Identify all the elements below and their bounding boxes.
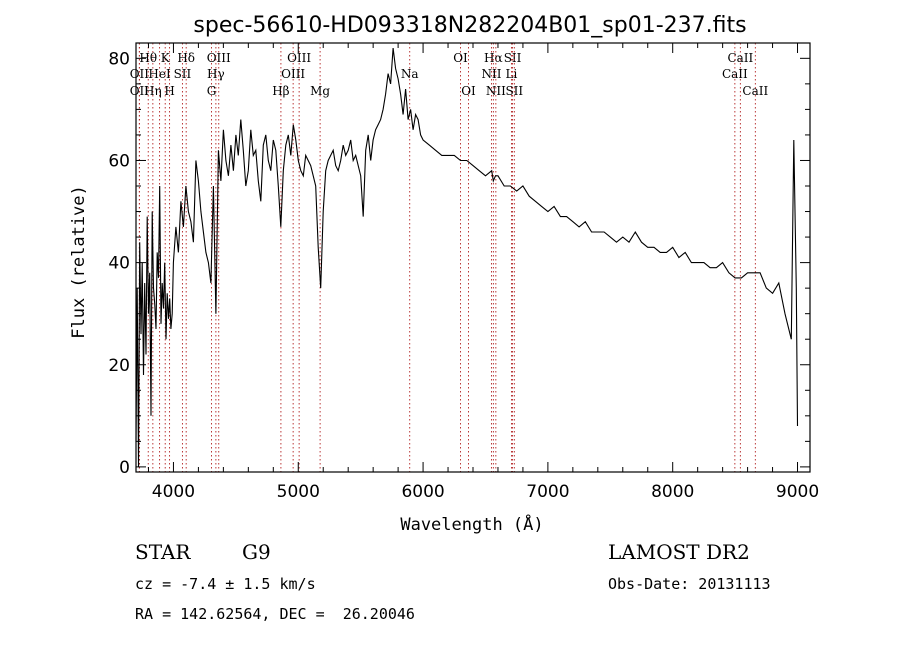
line-marker-label-13: OIII <box>281 67 305 81</box>
y-tick-label-2: 40 <box>108 254 130 274</box>
line-marker-label-2: Hδ <box>177 51 195 65</box>
x-tick-label-5: 9000 <box>776 482 819 502</box>
object-subclass: G9 <box>242 540 271 564</box>
line-marker-label-12: Hγ <box>207 67 225 81</box>
x-tick-label-1: 5000 <box>277 482 320 502</box>
line-marker-label-15: NII <box>481 67 501 81</box>
x-axis-ticks: 4000 5000 6000 7000 8000 9000 <box>147 43 819 502</box>
line-marker-label-20: H <box>164 84 174 98</box>
x-tick-label-2: 6000 <box>401 482 444 502</box>
y-axis-label: Flux (relative) <box>69 185 89 339</box>
line-marker-label-0: Hθ <box>139 51 157 65</box>
line-marker-label-11: SII <box>174 67 192 81</box>
line-marker-label-25: NII <box>486 84 506 98</box>
redshift-cz: cz = -7.4 ± 1.5 km/s <box>135 575 316 593</box>
observation-date: Obs-Date: 20131113 <box>608 575 771 593</box>
line-marker-label-8: CaII <box>727 51 753 65</box>
chart-title: spec-56610-HD093318N282204B01_sp01-237.f… <box>193 13 746 38</box>
line-marker-label-6: Hα <box>484 51 503 65</box>
y-tick-label-0: 0 <box>119 458 130 478</box>
x-tick-label-3: 7000 <box>526 482 569 502</box>
y-axis-ticks: 0 20 40 60 80 <box>108 49 810 478</box>
line-marker-label-23: Mg <box>310 84 330 98</box>
line-marker-label-19: Hη <box>144 84 162 98</box>
line-marker-label-17: CaII <box>722 67 748 81</box>
line-marker-label-27: CaII <box>742 84 768 98</box>
line-marker-label-3: OIII <box>207 51 231 65</box>
x-axis-label: Wavelength (Å) <box>400 513 543 535</box>
line-marker-label-1: K <box>161 51 171 65</box>
object-class: STAR <box>135 540 191 564</box>
y-tick-label-1: 20 <box>108 356 130 376</box>
survey-name: LAMOST DR2 <box>608 540 750 564</box>
line-marker-label-9: OII <box>130 67 150 81</box>
line-marker-label-26: SII <box>505 84 523 98</box>
x-tick-label-0: 4000 <box>152 482 195 502</box>
line-marker-label-24: OI <box>461 84 476 98</box>
x-tick-label-4: 8000 <box>651 482 694 502</box>
y-tick-label-3: 60 <box>108 151 130 171</box>
line-marker-label-18: OII <box>130 84 150 98</box>
spectrum-chart: spec-56610-HD093318N282204B01_sp01-237.f… <box>69 13 819 535</box>
line-marker-label-7: SII <box>504 51 522 65</box>
spectrum-line <box>135 48 799 467</box>
y-tick-label-4: 80 <box>108 49 130 69</box>
line-marker-label-22: Hβ <box>272 84 289 98</box>
line-marker-label-16: Li <box>506 67 518 81</box>
ra-dec-coordinates: RA = 142.62564, DEC = 26.20046 <box>135 605 415 623</box>
line-marker-label-21: G <box>207 84 217 98</box>
line-marker-label-14: Na <box>401 67 419 81</box>
line-marker-label-10: HeI <box>148 67 171 81</box>
line-marker-label-5: OI <box>453 51 468 65</box>
plot-frame <box>135 42 811 473</box>
line-marker-label-4: OIII <box>287 51 311 65</box>
